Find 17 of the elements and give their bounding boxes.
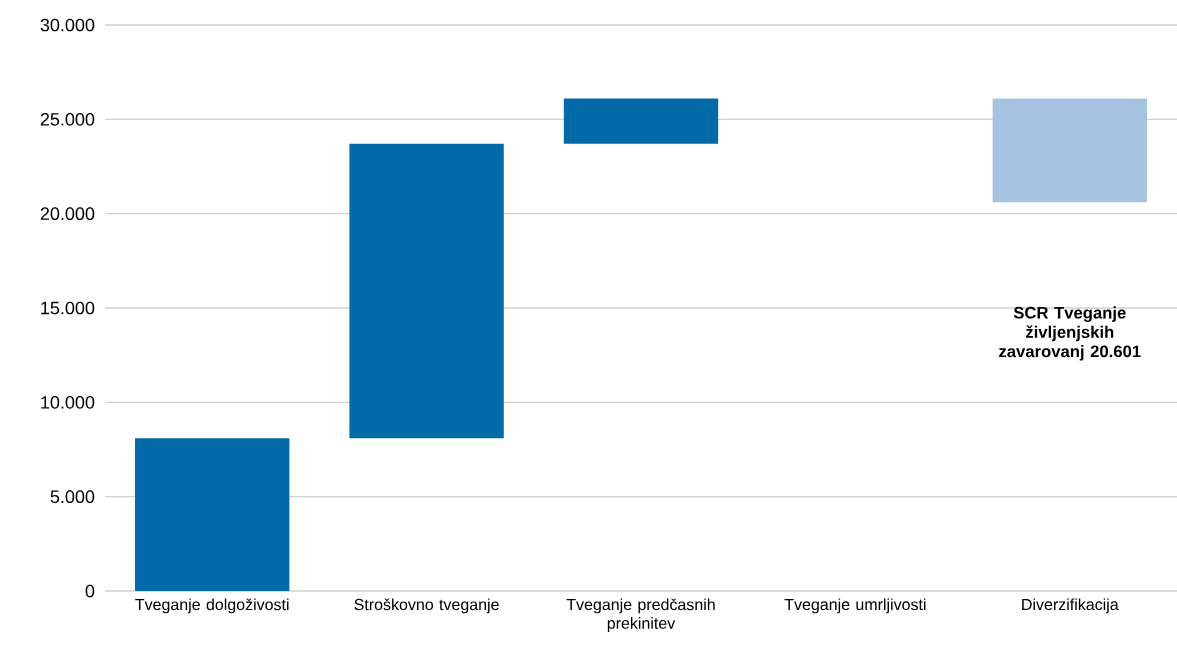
x-tick-label: Stroškovno tveganje: [354, 598, 499, 614]
y-tick-label: 10.000: [41, 395, 95, 409]
y-tick-label: 15.000: [41, 301, 95, 315]
y-tick-label: 25.000: [40, 112, 95, 126]
y-tick-label: 20.000: [40, 207, 95, 221]
bar: [563, 98, 719, 144]
bar: [992, 98, 1147, 203]
x-tick-label: Tveganje dolgoživosti: [135, 598, 289, 614]
bar: [135, 438, 290, 591]
annotation: SCR Tveganje življenjskih zavarovanj 20.601: [999, 306, 1141, 361]
x-tick-label: Diverzifikacija: [1022, 598, 1119, 614]
x-tick-label: Tveganje umrljivosti: [784, 598, 926, 614]
y-tick-label: 30.000: [40, 18, 95, 32]
bar: [349, 143, 504, 439]
x-tick-label: Tveganje predčasnih prekinitev: [566, 598, 715, 633]
y-tick-label: 5.000: [50, 490, 95, 504]
y-tick-label: 0: [85, 584, 95, 598]
